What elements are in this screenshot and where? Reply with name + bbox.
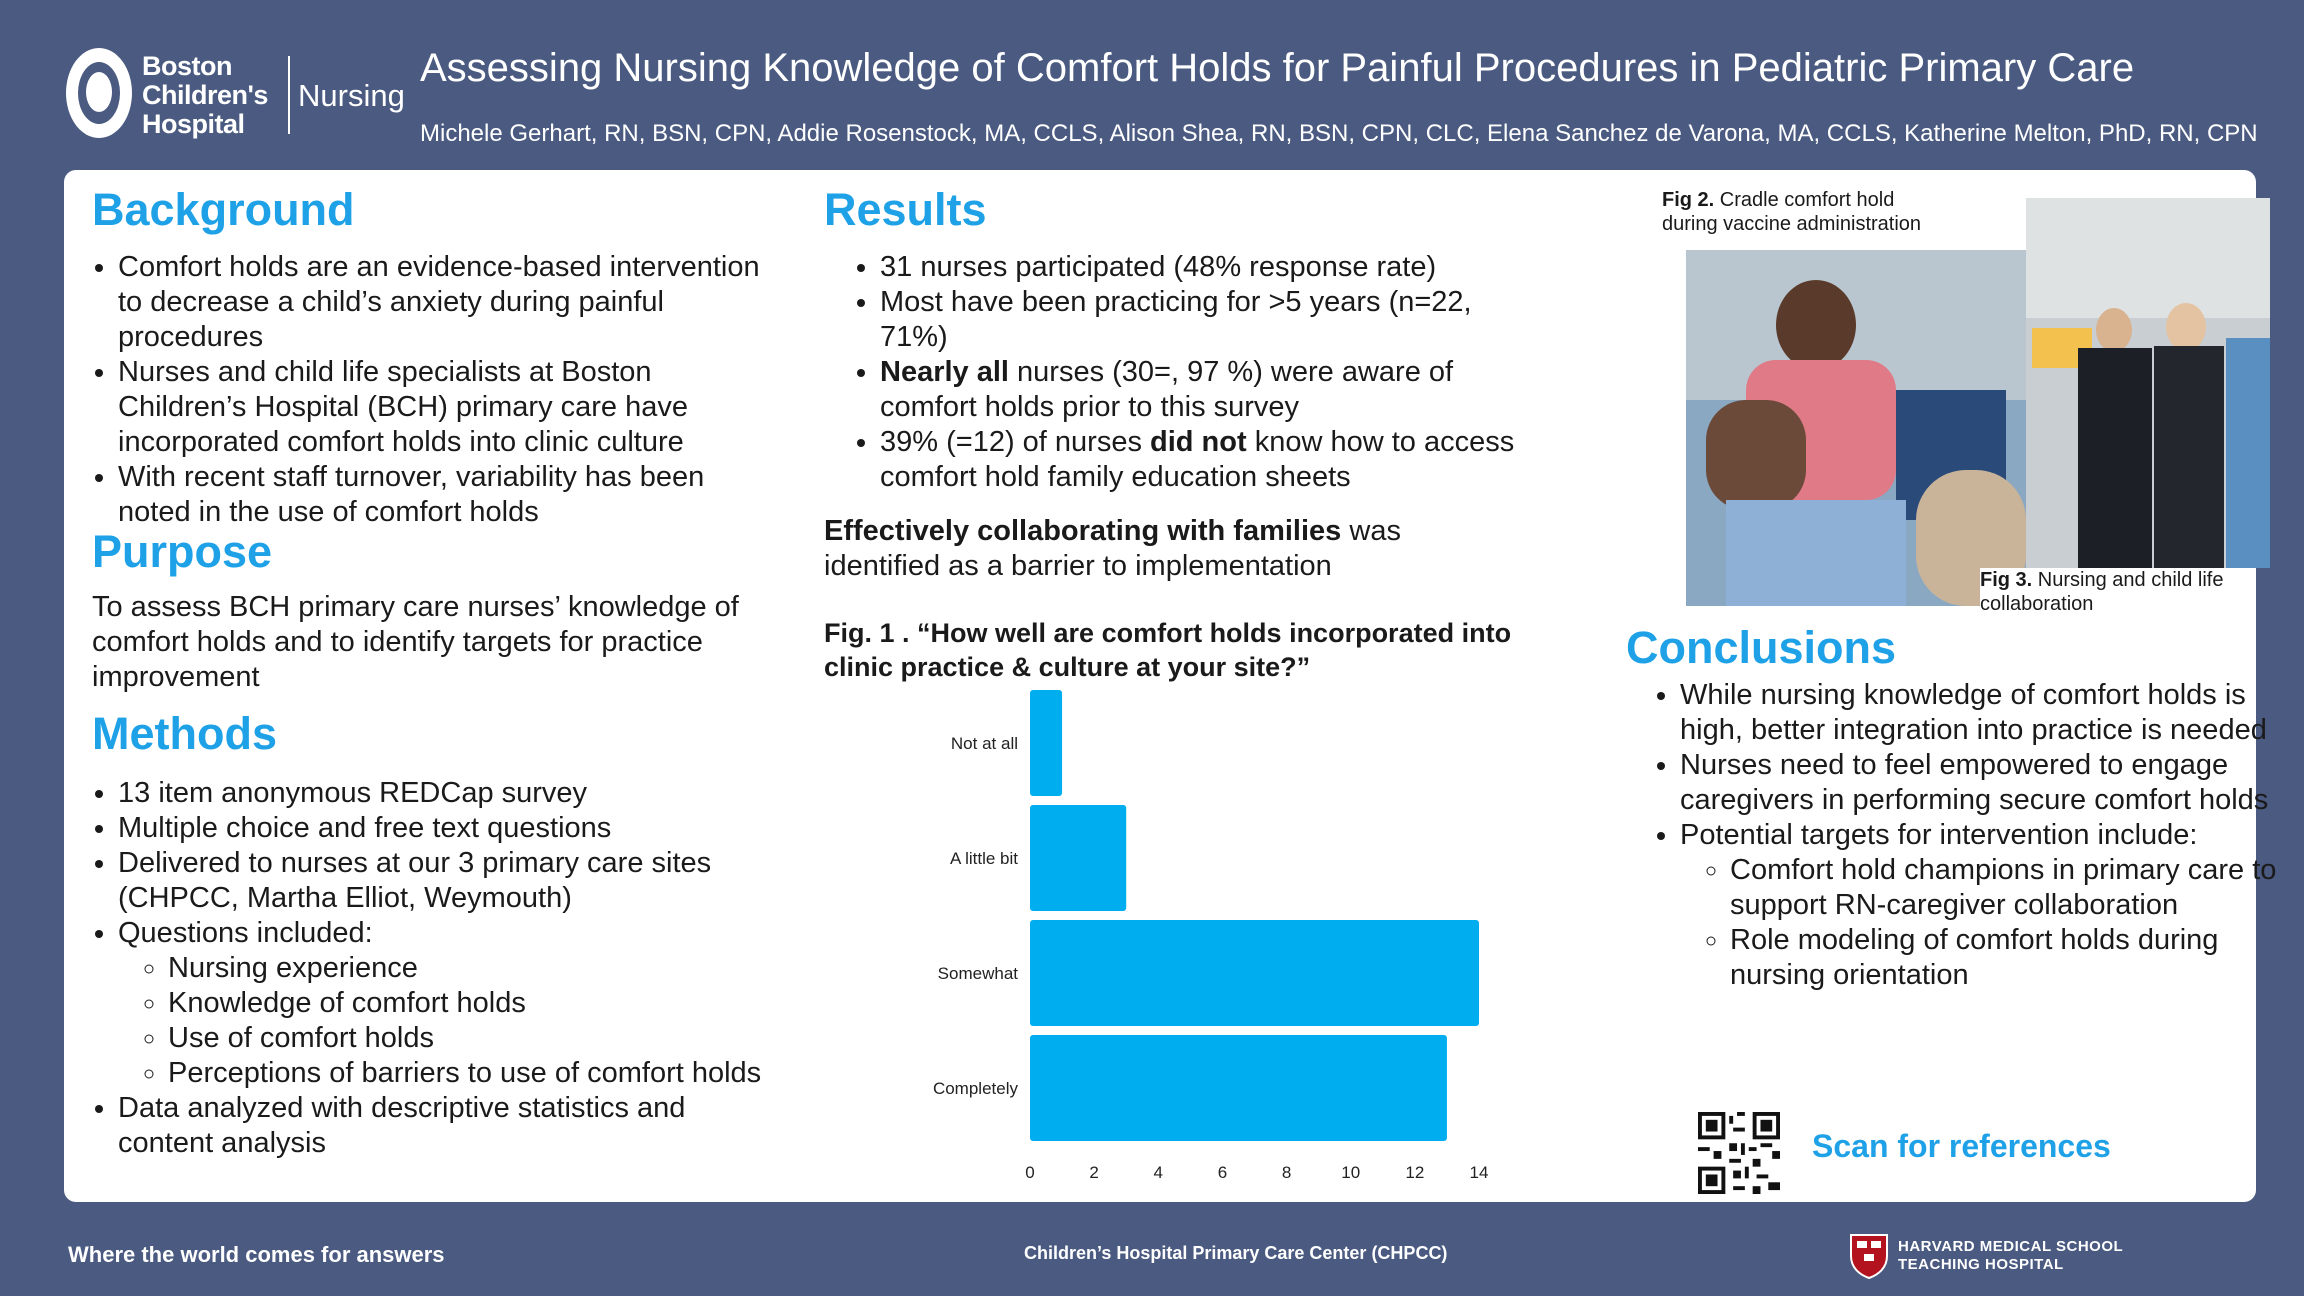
methods-list: 13 item anonymous REDCap survey Multiple… <box>92 776 788 1161</box>
conclusions-sublist: Comfort hold champions in primary care t… <box>1680 853 2280 993</box>
list-item: Multiple choice and free text questions <box>118 811 788 846</box>
list-item: Knowledge of comfort holds <box>168 986 788 1021</box>
poster-title: Assessing Nursing Knowledge of Comfort H… <box>420 46 2135 90</box>
conclusions-heading: Conclusions <box>1626 622 1897 673</box>
background-list: Comfort holds are an evidence-based inte… <box>92 250 778 530</box>
bar-a-little-bit <box>1030 805 1127 911</box>
list-item: Most have been practicing for >5 years (… <box>880 285 1520 355</box>
x-tick-label: 14 <box>1470 1163 1489 1182</box>
list-item: Role modeling of comfort holds during nu… <box>1730 923 2280 993</box>
list-item: Data analyzed with descriptive statistic… <box>118 1091 788 1161</box>
methods-sublist: Nursing experience Knowledge of comfort … <box>118 951 788 1091</box>
poster-body: Background Comfort holds are an evidence… <box>64 170 2276 1202</box>
bch-logo-icon <box>66 48 132 138</box>
logo-division: Nursing <box>298 78 405 113</box>
hms-logo: HARVARD MEDICAL SCHOOL TEACHING HOSPITAL <box>1848 1232 2123 1285</box>
bar-not-at-all <box>1030 690 1063 796</box>
x-tick-label: 0 <box>1025 1163 1034 1182</box>
fig2-photo <box>1686 250 2026 606</box>
references-qr-code[interactable] <box>1698 1112 1780 1194</box>
list-item: Nursing experience <box>168 951 788 986</box>
x-tick-label: 12 <box>1405 1163 1424 1182</box>
list-item: Perceptions of barriers to use of comfor… <box>168 1056 788 1091</box>
x-tick-label: 10 <box>1341 1163 1360 1182</box>
x-tick-label: 4 <box>1154 1163 1163 1182</box>
footer-site: Children’s Hospital Primary Care Center … <box>1024 1243 1448 1263</box>
category-label: Completely <box>933 1079 1019 1098</box>
list-item: Comfort holds are an evidence-based inte… <box>118 250 778 355</box>
fig3-photo <box>2026 198 2270 568</box>
logo-divider <box>288 56 290 134</box>
list-item: 31 nurses participated (48% response rat… <box>880 250 1520 285</box>
list-item: Nurses need to feel empowered to engage … <box>1680 748 2280 818</box>
list-item: Nurses and child life specialists at Bos… <box>118 355 778 460</box>
footer-tagline: Where the world comes for answers <box>68 1242 445 1267</box>
conclusions-list: While nursing knowledge of comfort holds… <box>1654 678 2280 993</box>
list-item: Nearly all nurses (30=, 97 %) were aware… <box>880 355 1520 425</box>
purpose-heading: Purpose <box>92 526 273 577</box>
results-list: 31 nurses participated (48% response rat… <box>854 250 1520 495</box>
methods-heading: Methods <box>92 708 277 759</box>
scan-for-references: Scan for references <box>1812 1128 2111 1164</box>
list-item: Comfort hold champions in primary care t… <box>1730 853 2280 923</box>
background-heading: Background <box>92 184 355 235</box>
bar-completely <box>1030 1035 1447 1141</box>
hms-line2: TEACHING HOSPITAL <box>1898 1256 2064 1273</box>
bch-logo: Boston Children's Hospital Nursing <box>66 48 405 144</box>
fig1-caption: Fig. 1 . “How well are comfort holds inc… <box>824 618 1512 682</box>
category-label: Somewhat <box>938 964 1019 983</box>
hms-line1: HARVARD MEDICAL SCHOOL <box>1898 1238 2124 1255</box>
bar-somewhat <box>1030 920 1479 1026</box>
list-item: With recent staff turnover, variability … <box>118 460 778 530</box>
list-item: 39% (=12) of nurses did not know how to … <box>880 425 1520 495</box>
list-item: Potential targets for intervention inclu… <box>1680 818 2280 993</box>
list-item: Use of comfort holds <box>168 1021 788 1056</box>
x-tick-label: 6 <box>1218 1163 1227 1182</box>
category-label: A little bit <box>950 849 1018 868</box>
purpose-text: To assess BCH primary care nurses’ knowl… <box>92 591 739 693</box>
list-item: Delivered to nurses at our 3 primary car… <box>118 846 788 916</box>
fig2-caption: Fig 2. Cradle comfort hold during vaccin… <box>1662 189 1922 235</box>
x-tick-label: 8 <box>1282 1163 1291 1182</box>
x-tick-label: 2 <box>1089 1163 1098 1182</box>
category-label: Not at all <box>951 734 1018 753</box>
list-item: 13 item anonymous REDCap survey <box>118 776 788 811</box>
barrier-finding: Effectively collaborating with families … <box>824 515 1401 582</box>
list-item: Questions included: Nursing experience K… <box>118 916 788 1091</box>
fig1-bar-chart: Not at all A little bit Somewhat Completely… <box>933 690 1489 1182</box>
poster-authors: Michele Gerhart, RN, BSN, CPN, Addie Ros… <box>420 120 2258 147</box>
fig3-caption: Fig 3. Nursing and child life collaborat… <box>1980 568 2230 616</box>
results-heading: Results <box>824 184 987 235</box>
list-item: While nursing knowledge of comfort holds… <box>1680 678 2280 748</box>
logo-name: Boston Children's Hospital <box>142 51 268 139</box>
shield-icon <box>1850 1234 1888 1280</box>
